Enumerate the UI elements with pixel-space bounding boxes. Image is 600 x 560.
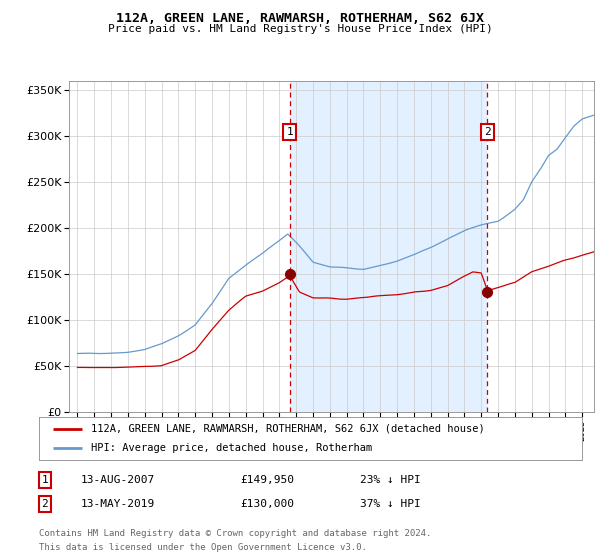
- Text: 23% ↓ HPI: 23% ↓ HPI: [360, 475, 421, 485]
- Text: 1: 1: [41, 475, 49, 485]
- Text: £130,000: £130,000: [240, 499, 294, 509]
- Text: 13-AUG-2007: 13-AUG-2007: [81, 475, 155, 485]
- Text: Price paid vs. HM Land Registry's House Price Index (HPI): Price paid vs. HM Land Registry's House …: [107, 24, 493, 34]
- Bar: [290, 81, 487, 412]
- Text: 112A, GREEN LANE, RAWMARSH, ROTHERHAM, S62 6JX (detached house): 112A, GREEN LANE, RAWMARSH, ROTHERHAM, S…: [91, 424, 484, 434]
- Text: 2: 2: [41, 499, 49, 509]
- Text: Contains HM Land Registry data © Crown copyright and database right 2024.: Contains HM Land Registry data © Crown c…: [39, 529, 431, 538]
- Text: 37% ↓ HPI: 37% ↓ HPI: [360, 499, 421, 509]
- Text: 2: 2: [484, 127, 491, 137]
- Text: This data is licensed under the Open Government Licence v3.0.: This data is licensed under the Open Gov…: [39, 543, 367, 552]
- Text: 13-MAY-2019: 13-MAY-2019: [81, 499, 155, 509]
- Text: 1: 1: [286, 127, 293, 137]
- Text: HPI: Average price, detached house, Rotherham: HPI: Average price, detached house, Roth…: [91, 443, 372, 453]
- Text: £149,950: £149,950: [240, 475, 294, 485]
- Text: 112A, GREEN LANE, RAWMARSH, ROTHERHAM, S62 6JX: 112A, GREEN LANE, RAWMARSH, ROTHERHAM, S…: [116, 12, 484, 25]
